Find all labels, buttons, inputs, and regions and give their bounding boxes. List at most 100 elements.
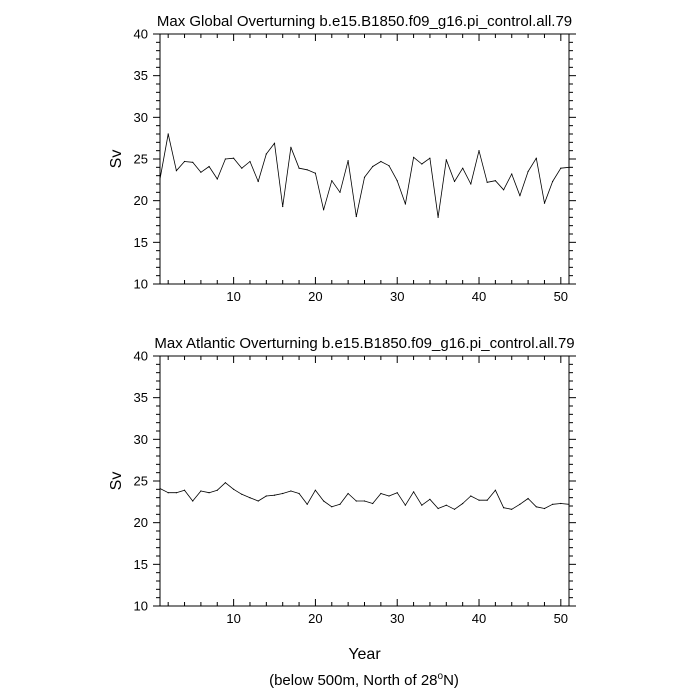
data-point [421,504,423,506]
data-point [437,216,439,218]
x-tick-label: 30 [390,289,404,304]
data-point [208,492,210,494]
data-point [478,499,480,501]
y-tick-label: 25 [134,474,148,489]
data-point [494,489,496,491]
data-point [396,492,398,494]
data-point [453,180,456,183]
y-tick-label: 10 [134,277,148,292]
footnote-prefix: (below 500m, North of 28 [269,672,437,689]
data-point [421,163,423,165]
data-point [273,494,276,496]
data-point [208,165,210,168]
data-point [478,150,480,152]
data-point [290,490,292,492]
data-point [347,160,349,162]
y-tick-label: 35 [134,390,148,405]
series-line [159,133,570,218]
series-line [159,482,570,510]
x-tick-label: 20 [308,289,322,304]
data-point [543,202,546,204]
data-point [257,500,259,502]
data-point [273,142,276,144]
data-point [323,209,325,211]
data-point [216,489,218,491]
x-tick-label: 10 [226,289,240,304]
data-point [462,502,464,505]
global-overturning-panel: Max Global Overturning b.e15.B1850.f09_g… [108,13,576,304]
data-point [494,180,496,182]
data-point [241,493,243,495]
data-point [429,498,431,500]
y-tick-label: 15 [134,235,148,250]
data-point [183,489,186,491]
data-point [445,504,447,506]
data-point [363,500,366,502]
data-point [413,491,415,493]
data-point [527,497,529,500]
data-point [445,159,447,161]
data-point [249,160,251,163]
y-axis-label: Sv [108,472,125,491]
data-point [413,156,415,158]
data-point [298,492,300,495]
x-tick-label: 40 [472,289,486,304]
data-point [339,191,341,193]
data-point [192,161,194,163]
data-point [503,507,505,509]
data-point [503,189,505,191]
data-point [486,499,488,501]
data-point [372,165,374,168]
data-point [331,180,333,182]
data-point [233,488,235,490]
y-tick-label: 20 [134,193,148,208]
data-point [363,176,366,178]
footnote: (below 500m, North of 28oN) [269,671,459,689]
data-point [404,203,406,205]
data-point [175,492,177,494]
data-point [560,502,562,505]
data-point [298,167,300,169]
data-point [167,133,169,135]
data-point [224,158,226,160]
data-point [265,153,267,155]
y-tick-label: 20 [134,515,148,530]
data-point [372,502,374,505]
data-point [323,500,325,502]
data-point [470,183,472,185]
plot-frame [159,33,570,285]
data-point [159,178,161,180]
y-tick-label: 10 [134,599,148,614]
data-point [314,489,316,491]
footnote-degree-superscript: o [438,671,444,682]
data-point [192,500,194,502]
x-tick-label: 10 [226,611,240,626]
data-point [527,170,529,173]
data-point [519,195,521,197]
data-point [486,181,488,183]
data-point [388,495,390,497]
data-point [249,497,251,499]
data-point [282,492,284,495]
data-point [175,170,177,172]
data-point [265,495,267,497]
data-point [552,180,554,183]
data-point [560,167,562,169]
data-point [380,160,382,163]
chart-title: Max Atlantic Overturning b.e15.B1850.f09… [154,335,574,352]
y-tick-label: 15 [134,557,148,572]
plot-frame [159,355,570,607]
data-point [511,508,513,510]
data-point [535,157,537,159]
chart-title: Max Global Overturning b.e15.B1850.f09_g… [157,13,572,30]
data-point [290,146,292,148]
x-tick-label: 30 [390,611,404,626]
x-tick-label: 40 [472,611,486,626]
data-point [167,492,169,494]
data-point [257,180,259,183]
data-point [200,171,202,173]
data-point [511,173,513,175]
x-tick-label: 50 [554,289,568,304]
data-point [233,157,235,159]
